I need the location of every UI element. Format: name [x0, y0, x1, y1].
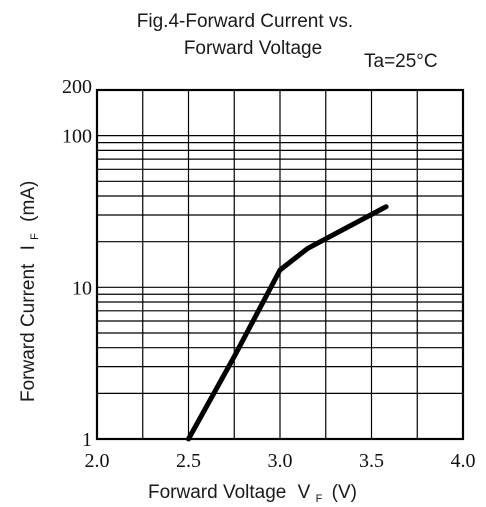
- condition-label: Ta=25°C: [364, 51, 438, 72]
- x-tick-label: 2.0: [85, 450, 110, 472]
- x-tick-label: 3.0: [268, 450, 293, 472]
- series-line: [186, 204, 389, 442]
- x-axis-label: Forward Voltage V F (V): [148, 482, 357, 507]
- chart-title-line2: Forward Voltage: [184, 38, 322, 59]
- x-tick-label: 2.5: [176, 450, 201, 472]
- y-axis-label-text: Forward Current: [18, 263, 39, 402]
- curve-layer: [186, 204, 389, 442]
- x-tick-label: 3.5: [359, 450, 384, 472]
- y-tick-label: 10: [72, 277, 92, 299]
- grid: [97, 90, 463, 439]
- plot-frame: [95, 88, 465, 441]
- x-axis-label-text: Forward Voltage: [148, 482, 286, 503]
- x-tick-labels: 2.0 2.5 3.0 3.5 4.0: [85, 450, 476, 472]
- x-axis-symbol: V: [298, 482, 311, 503]
- y-tick-label: 100: [62, 126, 92, 148]
- y-axis-symbol: I: [18, 245, 39, 250]
- x-axis-subscript: F: [316, 493, 323, 505]
- y-axis-label: Forward Current I F (mA): [18, 181, 43, 402]
- chart-title-line1: Fig.4-Forward Current vs.: [137, 11, 353, 32]
- y-axis-unit: (mA): [18, 181, 39, 222]
- x-axis-unit: (V): [332, 482, 357, 503]
- y-axis-subscript: F: [29, 233, 41, 240]
- y-tick-label: 200: [62, 76, 92, 98]
- x-tick-label: 4.0: [451, 450, 476, 472]
- y-tick-labels: 1 10 100 200: [62, 76, 92, 451]
- y-tick-label: 1: [82, 429, 92, 451]
